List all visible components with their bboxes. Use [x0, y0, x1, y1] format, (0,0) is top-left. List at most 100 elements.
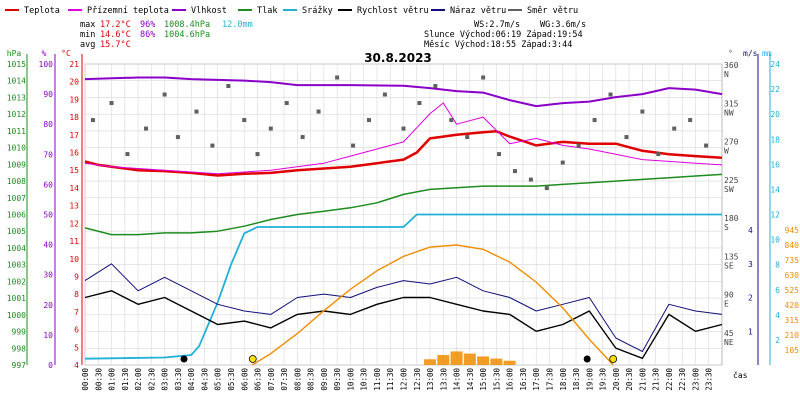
tick-hpa: 1012	[7, 110, 26, 119]
rain-bar	[463, 353, 476, 365]
tick-dir: 315	[724, 99, 739, 108]
tick-c: 8	[74, 290, 79, 299]
tick-wm2: 210	[785, 331, 800, 340]
x-axis-label: čas	[733, 370, 748, 380]
point-sm-r-v-tru	[268, 126, 273, 131]
tick-pct: 20	[43, 301, 53, 310]
point-sm-r-v-tru	[366, 118, 371, 123]
stats-max-pressure: 1008.4hPa	[164, 20, 210, 30]
tick-mm: 16	[770, 160, 780, 169]
tick-x: 20:30	[625, 368, 634, 391]
tick-x: 13:00	[426, 368, 435, 391]
rain-bar	[503, 360, 516, 365]
point-sm-r-v-tru	[624, 135, 629, 140]
tick-c: 17	[69, 131, 79, 140]
tick-x: 08:00	[293, 368, 302, 391]
rain-bar	[490, 358, 503, 365]
axis-hpa-label: hPa	[7, 49, 22, 58]
tick-x: 21:30	[652, 368, 661, 391]
stats-min-pressure: 1004.6hPa	[164, 30, 210, 40]
tick-hpa: 1004	[7, 244, 26, 253]
tick-c: 9	[74, 272, 79, 281]
point-sm-r-v-tru	[640, 109, 645, 114]
stats-avg-temp: 15.7°C	[100, 40, 131, 50]
tick-hpa: 997	[12, 361, 27, 370]
axes: hPa% °C ° m/s mm9979989991000100110021003100…	[7, 49, 799, 391]
tick-x: 17:30	[545, 368, 554, 391]
tick-x: 03:00	[161, 368, 170, 391]
point-sm-r-v-tru	[528, 177, 533, 182]
tick-mm: 22	[770, 85, 780, 94]
tick-dir: 45	[724, 329, 734, 338]
series-vlhkost	[84, 76, 723, 108]
stats-min-temp: 14.6°C	[100, 30, 131, 40]
tick-x: 21:00	[638, 368, 647, 391]
tick-hpa: 1006	[7, 211, 26, 220]
stats-max-humidity: 96%	[140, 20, 155, 30]
point-sm-r-v-tru	[226, 84, 231, 89]
sun-marker	[609, 355, 618, 363]
tick-wm2: 315	[785, 316, 800, 325]
tick-hpa: 1005	[7, 227, 26, 236]
point-sm-r-v-tru	[672, 126, 677, 131]
point-sm-r-v-tru	[335, 75, 340, 80]
stats-min-humidity: 86%	[140, 30, 155, 40]
point-sm-r-v-tru	[316, 109, 321, 114]
point-sm-r-v-tru	[688, 118, 693, 123]
legend-label-vlhkost: Vlhkost	[191, 6, 227, 16]
tick-hpa: 1013	[7, 93, 26, 102]
tick-pct: 0	[48, 361, 53, 370]
series-rychlost-v-tru	[84, 290, 723, 359]
tick-x: 00:30	[94, 368, 103, 391]
point-sm-r-v-tru	[125, 152, 130, 157]
tick-x: 18:00	[559, 368, 568, 391]
tick-x: 07:00	[267, 368, 276, 391]
tick-mm: 4	[775, 311, 780, 320]
tick-c: 18	[69, 113, 79, 122]
tick-x: 00:00	[81, 368, 90, 391]
tick-mm: 24	[770, 60, 780, 69]
series-slune-n-z-en-	[251, 244, 614, 366]
tick-pct: 90	[43, 90, 53, 99]
tick-c: 15	[69, 166, 79, 175]
tick-c: 5	[74, 343, 79, 352]
point-sm-r-v-tru	[465, 135, 470, 140]
tick-hpa: 1010	[7, 144, 26, 153]
tick-x: 19:30	[599, 368, 608, 391]
axis-dir-label: °	[728, 49, 733, 58]
legend-label-pocitova: Přízemní teplota	[87, 6, 169, 16]
tick-c: 10	[69, 255, 79, 264]
point-sm-r-v-tru	[576, 143, 581, 148]
tick-c: 13	[69, 202, 79, 211]
point-sm-r-v-tru	[433, 84, 438, 89]
stats-ws: WS:2.7m/s	[474, 20, 520, 30]
series	[84, 75, 723, 366]
tick-x: 06:30	[254, 368, 263, 391]
series-sr-ky	[84, 213, 722, 360]
tick-pct: 70	[43, 150, 53, 159]
tick-c: 14	[69, 184, 79, 193]
tick-x: 08:30	[307, 368, 316, 391]
stats-panel: max 17.2°C 96% 1008.4hPa 12.0mm min 14.6…	[80, 20, 586, 50]
tick-hpa: 1007	[7, 194, 26, 203]
point-sm-r-v-tru	[144, 126, 149, 131]
point-sm-r-v-tru	[592, 118, 597, 123]
tick-pct: 80	[43, 120, 53, 129]
legend-label-naraz: Náraz větru	[450, 6, 506, 16]
tick-dir: 90	[724, 291, 734, 300]
tick-x: 20:00	[612, 368, 621, 391]
tick-x: 16:30	[519, 368, 528, 391]
legend-label-smer: Směr větru	[527, 6, 578, 16]
tick-x: 12:00	[400, 368, 409, 391]
tick-x: 02:30	[147, 368, 156, 391]
tick-x: 11:00	[373, 368, 382, 391]
rain-bar	[424, 359, 437, 365]
stats-min-label: min	[80, 30, 95, 40]
legend: Teplota Přízemní teplota Vlhkost Tlak Srážky…	[5, 6, 578, 16]
tick-ms: 2	[748, 294, 753, 303]
tick-x: 12:30	[413, 368, 422, 391]
tick-wm2: 630	[785, 271, 800, 280]
series-n-raz-v-tru	[84, 263, 723, 352]
point-sm-r-v-tru	[544, 186, 549, 191]
tick-hpa: 1000	[7, 311, 26, 320]
